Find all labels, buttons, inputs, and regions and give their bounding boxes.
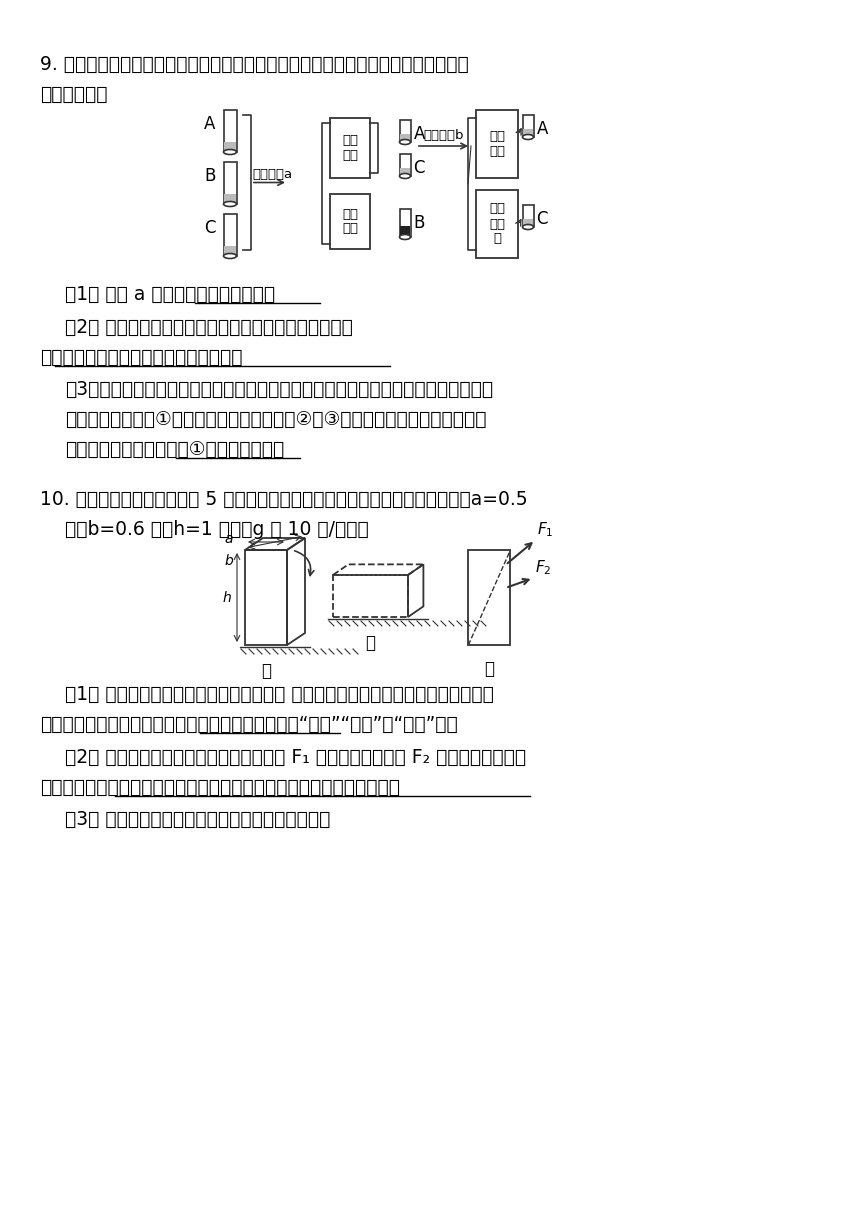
Ellipse shape xyxy=(523,225,533,230)
FancyBboxPatch shape xyxy=(476,190,518,258)
Text: 甲: 甲 xyxy=(261,662,271,680)
FancyBboxPatch shape xyxy=(330,118,370,178)
Ellipse shape xyxy=(400,140,410,145)
Bar xyxy=(400,120,410,142)
Text: 9. 三瓶遗失标签的无色溶液分别是盐酸、氪氧化钓、氪氧化馒，为鉴别这三瓶溶液进: 9. 三瓶遗失标签的无色溶液分别是盐酸、氪氧化钓、氪氧化馒，为鉴别这三瓶溶液进 xyxy=(40,55,469,74)
Ellipse shape xyxy=(224,150,236,154)
Text: 如图丙所示。这一现象说明　　　　　　　　　　　　　　　　　　　。: 如图丙所示。这一现象说明 。 xyxy=(40,778,400,796)
Bar xyxy=(523,206,533,227)
Text: 红色
溶液: 红色 溶液 xyxy=(489,130,505,158)
Text: $F_2$: $F_2$ xyxy=(536,558,552,578)
Text: 通入气体a: 通入气体a xyxy=(252,168,292,180)
Text: （2） 该同学在推倒笱子的过程中，发现沿 F₁ 方向推倒笱子比沿 F₂ 方向推倒更轻松，: （2） 该同学在推倒笱子的过程中，发现沿 F₁ 方向推倒笱子比沿 F₂ 方向推倒… xyxy=(65,748,526,767)
Text: a: a xyxy=(224,533,233,546)
Text: A: A xyxy=(414,125,425,143)
Bar xyxy=(224,214,236,257)
Text: b: b xyxy=(224,554,233,568)
Ellipse shape xyxy=(400,174,410,179)
Text: 只需将其中的溶液①分别滴加到另外两种溶液②、③中，若实验现象是：一个有气: 只需将其中的溶液①分别滴加到另外两种溶液②、③中，若实验现象是：一个有气 xyxy=(65,410,487,429)
Bar xyxy=(523,129,533,136)
Bar xyxy=(400,154,410,176)
Text: h: h xyxy=(222,591,231,604)
Text: A: A xyxy=(537,120,548,137)
Bar xyxy=(224,195,236,203)
Text: 加入试剂b: 加入试剂b xyxy=(423,129,464,142)
Text: 无明
显现
象: 无明 显现 象 xyxy=(489,203,505,246)
Text: 丙: 丙 xyxy=(484,660,494,679)
Bar xyxy=(400,168,410,175)
Text: 10. 如图甲所示，有一质量为 5 千克的长方体笱子立开在地面，其各边长分别为：a=0.5: 10. 如图甲所示，有一质量为 5 千克的长方体笱子立开在地面，其各边长分别为：… xyxy=(40,490,528,510)
Text: 是　　　　　　　　　　　　　　　　。: 是 。 xyxy=(40,348,243,367)
Bar xyxy=(400,209,410,237)
Bar xyxy=(400,226,410,236)
Bar xyxy=(523,116,533,137)
Text: 泡，一个无明显现象，则①是　　　　　。: 泡，一个无明显现象，则①是 。 xyxy=(65,440,285,458)
Text: （1） 某同学将笱子从图甲位置向右推倒， 笱子侧翻后静止在水平地面上，如图乙所: （1） 某同学将笱子从图甲位置向右推倒， 笱子侧翻后静止在水平地面上，如图乙所 xyxy=(65,685,494,704)
Text: 无色
溶液: 无色 溶液 xyxy=(342,134,358,162)
Text: B: B xyxy=(414,214,425,232)
Bar xyxy=(224,246,236,255)
Bar xyxy=(224,109,236,152)
Text: 白色
沉淀: 白色 沉淀 xyxy=(342,208,358,236)
Text: B: B xyxy=(204,167,216,185)
Text: 乙: 乙 xyxy=(366,634,376,652)
Text: C: C xyxy=(537,210,548,229)
Bar xyxy=(523,219,533,226)
Text: （3） 图乙中侧翻倒地的笱子对地面的压强为多大？: （3） 图乙中侧翻倒地的笱子对地面的压强为多大？ xyxy=(65,810,330,829)
Ellipse shape xyxy=(224,253,236,259)
Text: 示。笱子侧翻倒地后对地面的压强　　　　　（选填“增大”“减小”或“不变”）。: 示。笱子侧翻倒地后对地面的压强 （选填“增大”“减小”或“不变”）。 xyxy=(40,715,458,734)
Bar xyxy=(400,134,410,141)
Text: （2） 如果只用一种试剂来鉴别三种溶液，可选用的试剂: （2） 如果只用一种试剂来鉴别三种溶液，可选用的试剂 xyxy=(65,319,353,337)
Text: $F_1$: $F_1$ xyxy=(538,520,554,539)
FancyBboxPatch shape xyxy=(330,195,370,249)
Text: 行如下实验。: 行如下实验。 xyxy=(40,85,108,105)
Bar xyxy=(224,162,236,204)
Text: C: C xyxy=(204,219,216,237)
Bar xyxy=(224,142,236,151)
FancyBboxPatch shape xyxy=(476,109,518,178)
Ellipse shape xyxy=(224,202,236,207)
Ellipse shape xyxy=(400,235,410,240)
Text: （3）若遗失标签的是氪氧化馒、碳酸钓、盐酸三瓶溶液，鉴别时不需外加任何试剂，: （3）若遗失标签的是氪氧化馒、碳酸钓、盐酸三瓶溶液，鉴别时不需外加任何试剂， xyxy=(65,379,493,399)
Text: A: A xyxy=(204,116,216,133)
Text: （1） 气体 a 的名称是　　　　　　。: （1） 气体 a 的名称是 。 xyxy=(65,285,275,304)
Text: C: C xyxy=(414,159,425,178)
Ellipse shape xyxy=(523,135,533,140)
Text: 米，b=0.6 米，h=1 米。（g 取 10 牛/千克）: 米，b=0.6 米，h=1 米。（g 取 10 牛/千克） xyxy=(65,520,369,539)
